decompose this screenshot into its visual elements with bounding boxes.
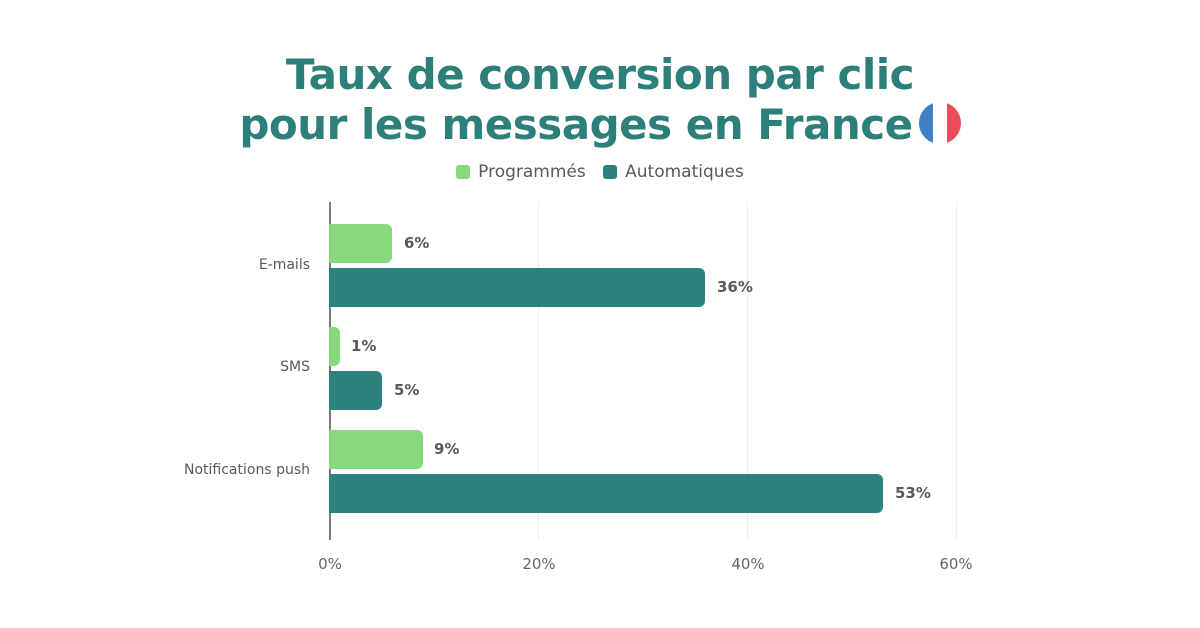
category-label: SMS: [280, 359, 310, 375]
bar-sms-automatiques[interactable]: [329, 371, 382, 410]
value-label: 6%: [404, 234, 430, 252]
legend: Programmés Automatiques: [0, 162, 1200, 184]
x-tick: 40%: [731, 555, 765, 573]
x-tick: 60%: [939, 555, 973, 573]
bar-emails-automatiques[interactable]: [329, 268, 705, 307]
legend-item-programmes[interactable]: Programmés: [456, 162, 586, 182]
title-line-1: Taux de conversion par clic: [285, 50, 915, 99]
category-label: Notifications push: [184, 462, 310, 478]
legend-item-automatiques[interactable]: Automatiques: [603, 162, 744, 182]
x-tick: 20%: [522, 555, 556, 573]
legend-swatch: [456, 165, 471, 179]
value-label: 9%: [434, 440, 460, 458]
value-label: 53%: [895, 484, 931, 502]
bar-sms-programmes[interactable]: [329, 327, 340, 366]
value-label: 36%: [717, 278, 753, 296]
legend-swatch: [603, 165, 618, 179]
gridline: [538, 202, 539, 540]
france-flag-icon: [918, 102, 961, 144]
value-label: 1%: [351, 337, 377, 355]
bar-emails-programmes[interactable]: [329, 224, 392, 263]
gridline: [747, 202, 748, 540]
value-label: 5%: [394, 381, 420, 399]
chart-title: Taux de conversion par clic pour les mes…: [0, 50, 1200, 150]
title-line-2: pour les messages en France: [239, 100, 913, 149]
bar-push-automatiques[interactable]: [329, 474, 883, 513]
plot-area: 6% 36% 1% 5% 9% 53%: [329, 202, 957, 540]
category-label: E-mails: [258, 257, 310, 273]
x-tick: 0%: [318, 555, 342, 573]
gridline: [956, 202, 957, 540]
bar-push-programmes[interactable]: [329, 430, 423, 469]
